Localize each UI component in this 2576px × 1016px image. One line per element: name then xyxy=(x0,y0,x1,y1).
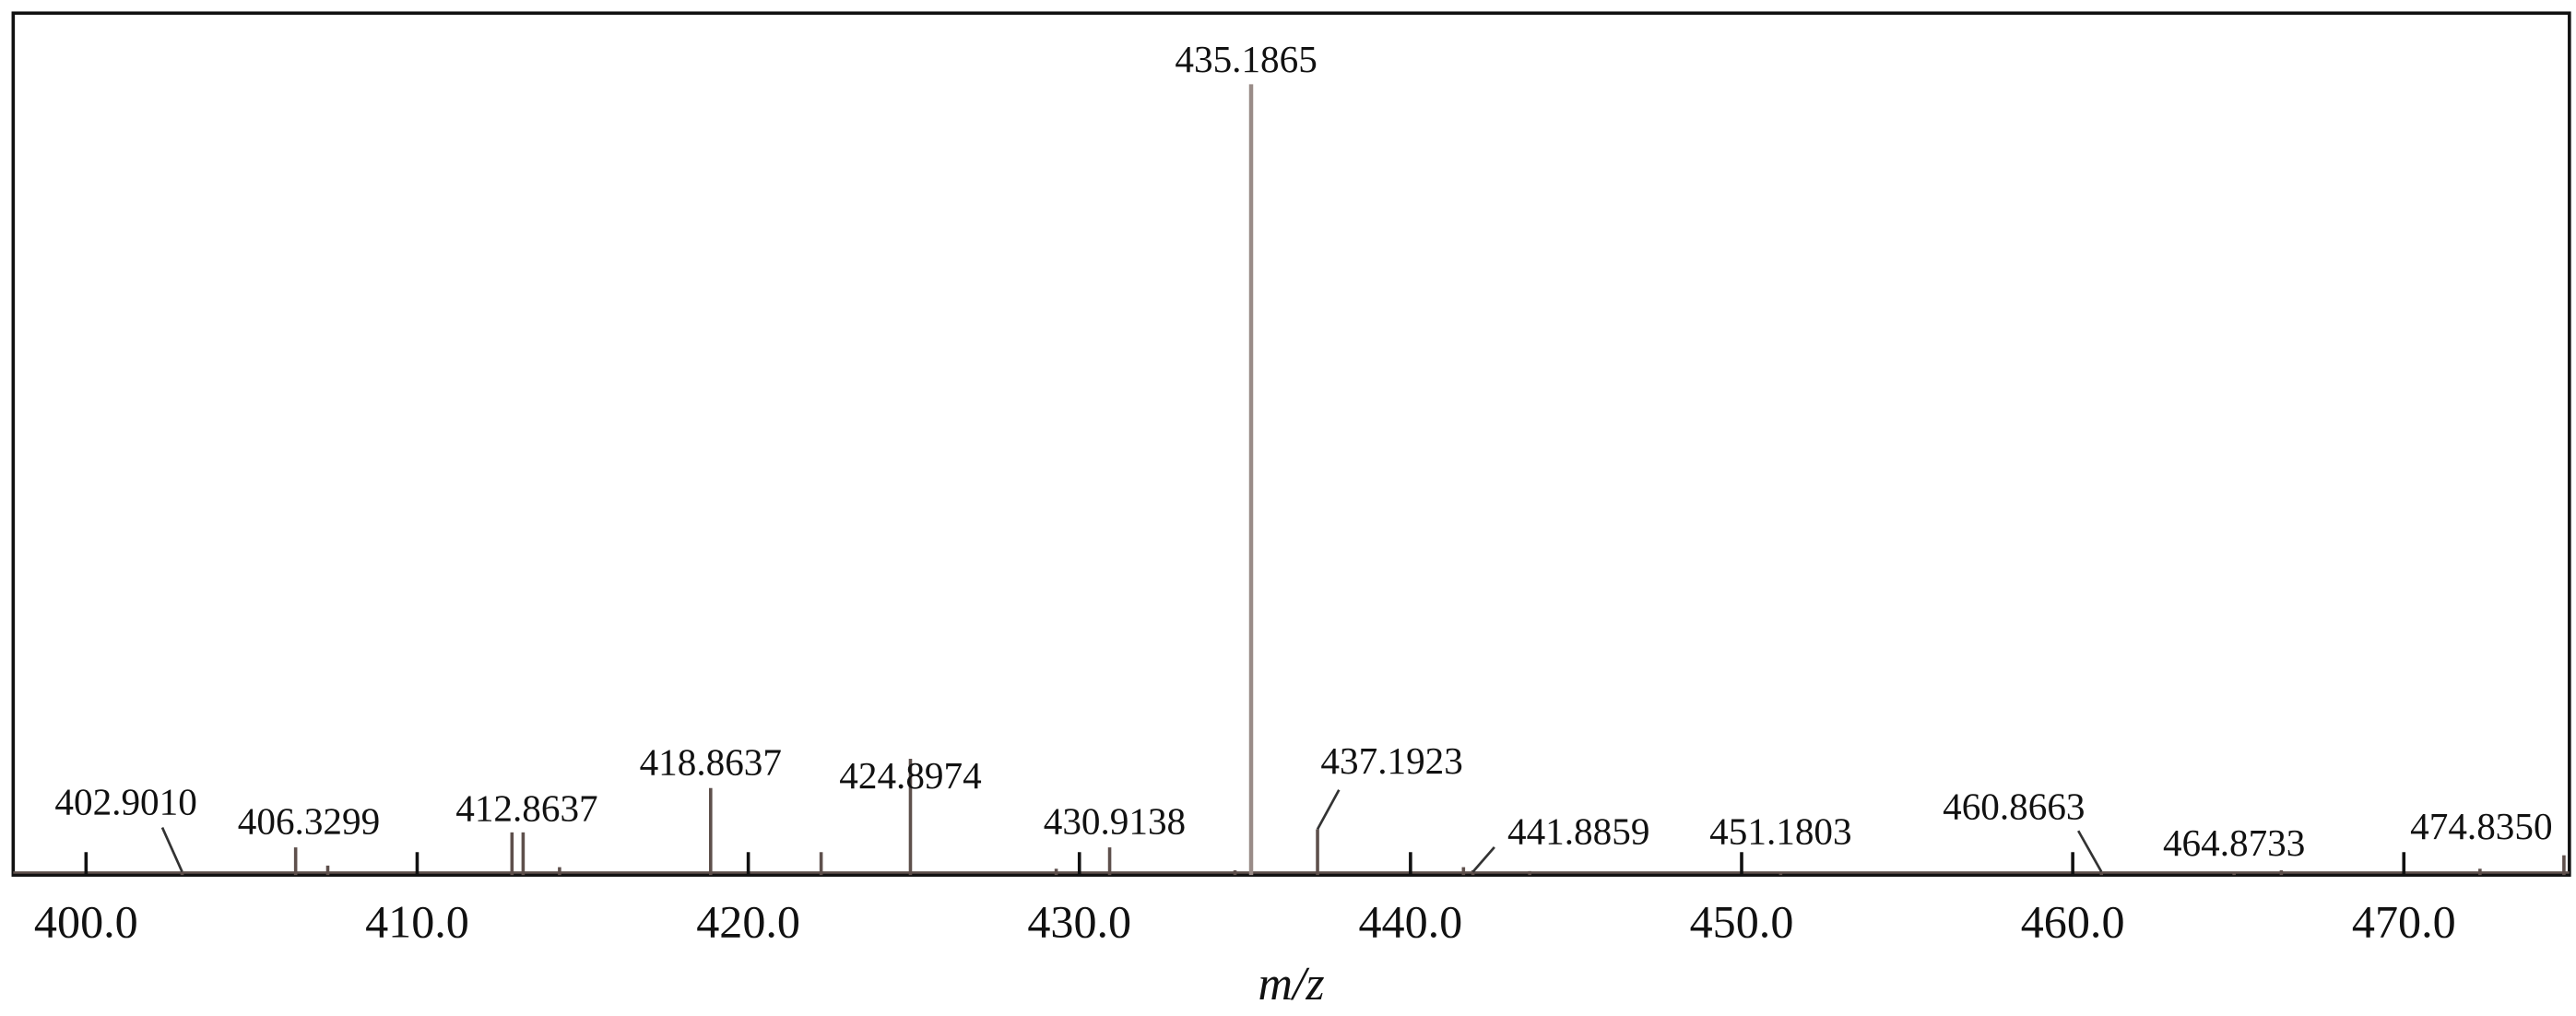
x-tick-label: 460.0 xyxy=(2021,896,2125,948)
peak-label: 402.9010 xyxy=(54,781,196,823)
peak-label: 451.1803 xyxy=(1709,810,1851,853)
leader-line xyxy=(2077,830,2103,873)
peak-label: 406.3299 xyxy=(238,800,380,843)
x-tick-label: 410.0 xyxy=(365,896,469,948)
x-tick-label: 440.0 xyxy=(1358,896,1462,948)
x-tick-label: 420.0 xyxy=(696,896,800,948)
peak-label: 430.9138 xyxy=(1044,800,1186,843)
peak-label: 460.8663 xyxy=(1943,786,2085,828)
x-axis-label: m/z xyxy=(1258,958,1325,1010)
leader-line xyxy=(160,827,183,873)
peak-label: 437.1923 xyxy=(1320,739,1462,782)
plot-frame xyxy=(11,11,2571,877)
peak-label: 424.8974 xyxy=(839,754,981,797)
peak-label: 441.8859 xyxy=(1507,810,1649,853)
peak-label: 418.8637 xyxy=(640,741,782,784)
x-tick-label: 450.0 xyxy=(1690,896,1794,948)
x-tick-label: 400.0 xyxy=(34,896,138,948)
leader-line xyxy=(1471,846,1495,873)
peak-label: 435.1865 xyxy=(1175,38,1317,80)
peak-label: 474.8350 xyxy=(2410,805,2552,847)
x-tick-label: 470.0 xyxy=(2352,896,2456,948)
peak-label: 464.8733 xyxy=(2163,821,2305,864)
x-tick-label: 430.0 xyxy=(1027,896,1131,948)
leader-line xyxy=(1316,789,1341,831)
peak-label: 412.8637 xyxy=(455,787,597,830)
